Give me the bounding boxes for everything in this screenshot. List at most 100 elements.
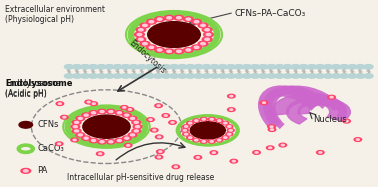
Circle shape [356, 74, 365, 78]
Circle shape [97, 65, 106, 69]
Circle shape [195, 120, 198, 121]
Circle shape [263, 102, 266, 103]
Circle shape [83, 115, 130, 138]
Circle shape [197, 157, 199, 158]
Circle shape [85, 100, 92, 104]
Circle shape [73, 74, 82, 78]
Circle shape [73, 126, 77, 128]
Circle shape [172, 165, 180, 169]
Circle shape [271, 129, 274, 130]
Text: PA: PA [37, 166, 47, 175]
Circle shape [128, 116, 137, 121]
Circle shape [181, 129, 188, 132]
Circle shape [226, 65, 235, 69]
Circle shape [243, 74, 252, 78]
Circle shape [135, 32, 144, 37]
Circle shape [226, 132, 233, 136]
Circle shape [210, 141, 213, 142]
Circle shape [200, 140, 207, 143]
Circle shape [56, 142, 63, 146]
Circle shape [348, 65, 357, 69]
Circle shape [76, 116, 85, 121]
Circle shape [364, 65, 373, 69]
Circle shape [268, 128, 276, 131]
Circle shape [205, 29, 209, 31]
Circle shape [332, 74, 341, 78]
Circle shape [162, 114, 170, 117]
Circle shape [100, 141, 104, 143]
Circle shape [307, 65, 316, 69]
Circle shape [74, 130, 79, 132]
Circle shape [227, 129, 234, 132]
Circle shape [187, 136, 194, 139]
Circle shape [230, 109, 233, 110]
Circle shape [96, 152, 104, 156]
Circle shape [129, 74, 138, 78]
Circle shape [204, 32, 214, 37]
Circle shape [232, 160, 235, 162]
Circle shape [146, 65, 154, 69]
Text: Extracellular environment
(Physiological pH): Extracellular environment (Physiological… [5, 5, 105, 24]
Circle shape [201, 43, 205, 45]
Circle shape [137, 74, 146, 78]
Circle shape [186, 18, 191, 20]
Circle shape [202, 141, 205, 142]
Circle shape [186, 74, 195, 78]
Circle shape [230, 95, 233, 97]
Circle shape [121, 106, 128, 109]
Circle shape [91, 140, 96, 142]
Circle shape [129, 109, 132, 110]
Circle shape [71, 125, 80, 129]
Circle shape [73, 139, 76, 141]
Circle shape [158, 136, 161, 138]
Circle shape [130, 134, 135, 136]
Circle shape [157, 49, 162, 51]
Circle shape [324, 74, 333, 78]
Circle shape [60, 115, 68, 119]
Circle shape [216, 119, 223, 122]
Circle shape [260, 101, 268, 105]
Circle shape [198, 41, 208, 46]
Circle shape [137, 33, 142, 36]
Circle shape [291, 65, 300, 69]
Circle shape [121, 65, 130, 69]
Circle shape [143, 43, 147, 45]
Circle shape [328, 95, 335, 99]
Circle shape [218, 65, 227, 69]
Circle shape [89, 138, 98, 143]
Circle shape [84, 137, 88, 139]
Circle shape [164, 15, 174, 20]
Circle shape [167, 17, 171, 19]
Circle shape [184, 133, 188, 135]
Circle shape [147, 45, 156, 50]
Circle shape [21, 168, 31, 173]
Circle shape [202, 74, 211, 78]
Circle shape [146, 74, 154, 78]
Circle shape [125, 114, 129, 116]
Circle shape [91, 112, 96, 114]
Circle shape [124, 144, 132, 147]
Circle shape [229, 130, 232, 131]
Text: Endolysosome
(Acidic pH): Endolysosome (Acidic pH) [5, 79, 60, 98]
Circle shape [117, 140, 121, 142]
Circle shape [71, 138, 78, 142]
Circle shape [222, 136, 229, 139]
Circle shape [193, 138, 200, 142]
Circle shape [330, 96, 333, 98]
Circle shape [210, 65, 219, 69]
Circle shape [155, 135, 163, 139]
Circle shape [307, 74, 316, 78]
Circle shape [268, 125, 275, 128]
Circle shape [324, 65, 333, 69]
Circle shape [178, 65, 187, 69]
Circle shape [155, 155, 163, 159]
Circle shape [251, 74, 260, 78]
Circle shape [198, 23, 208, 28]
Circle shape [122, 136, 131, 140]
Circle shape [230, 159, 238, 163]
Circle shape [194, 65, 203, 69]
Circle shape [208, 140, 215, 143]
Circle shape [174, 49, 184, 54]
Text: Endocytosis: Endocytosis [128, 39, 168, 76]
Circle shape [364, 74, 373, 78]
